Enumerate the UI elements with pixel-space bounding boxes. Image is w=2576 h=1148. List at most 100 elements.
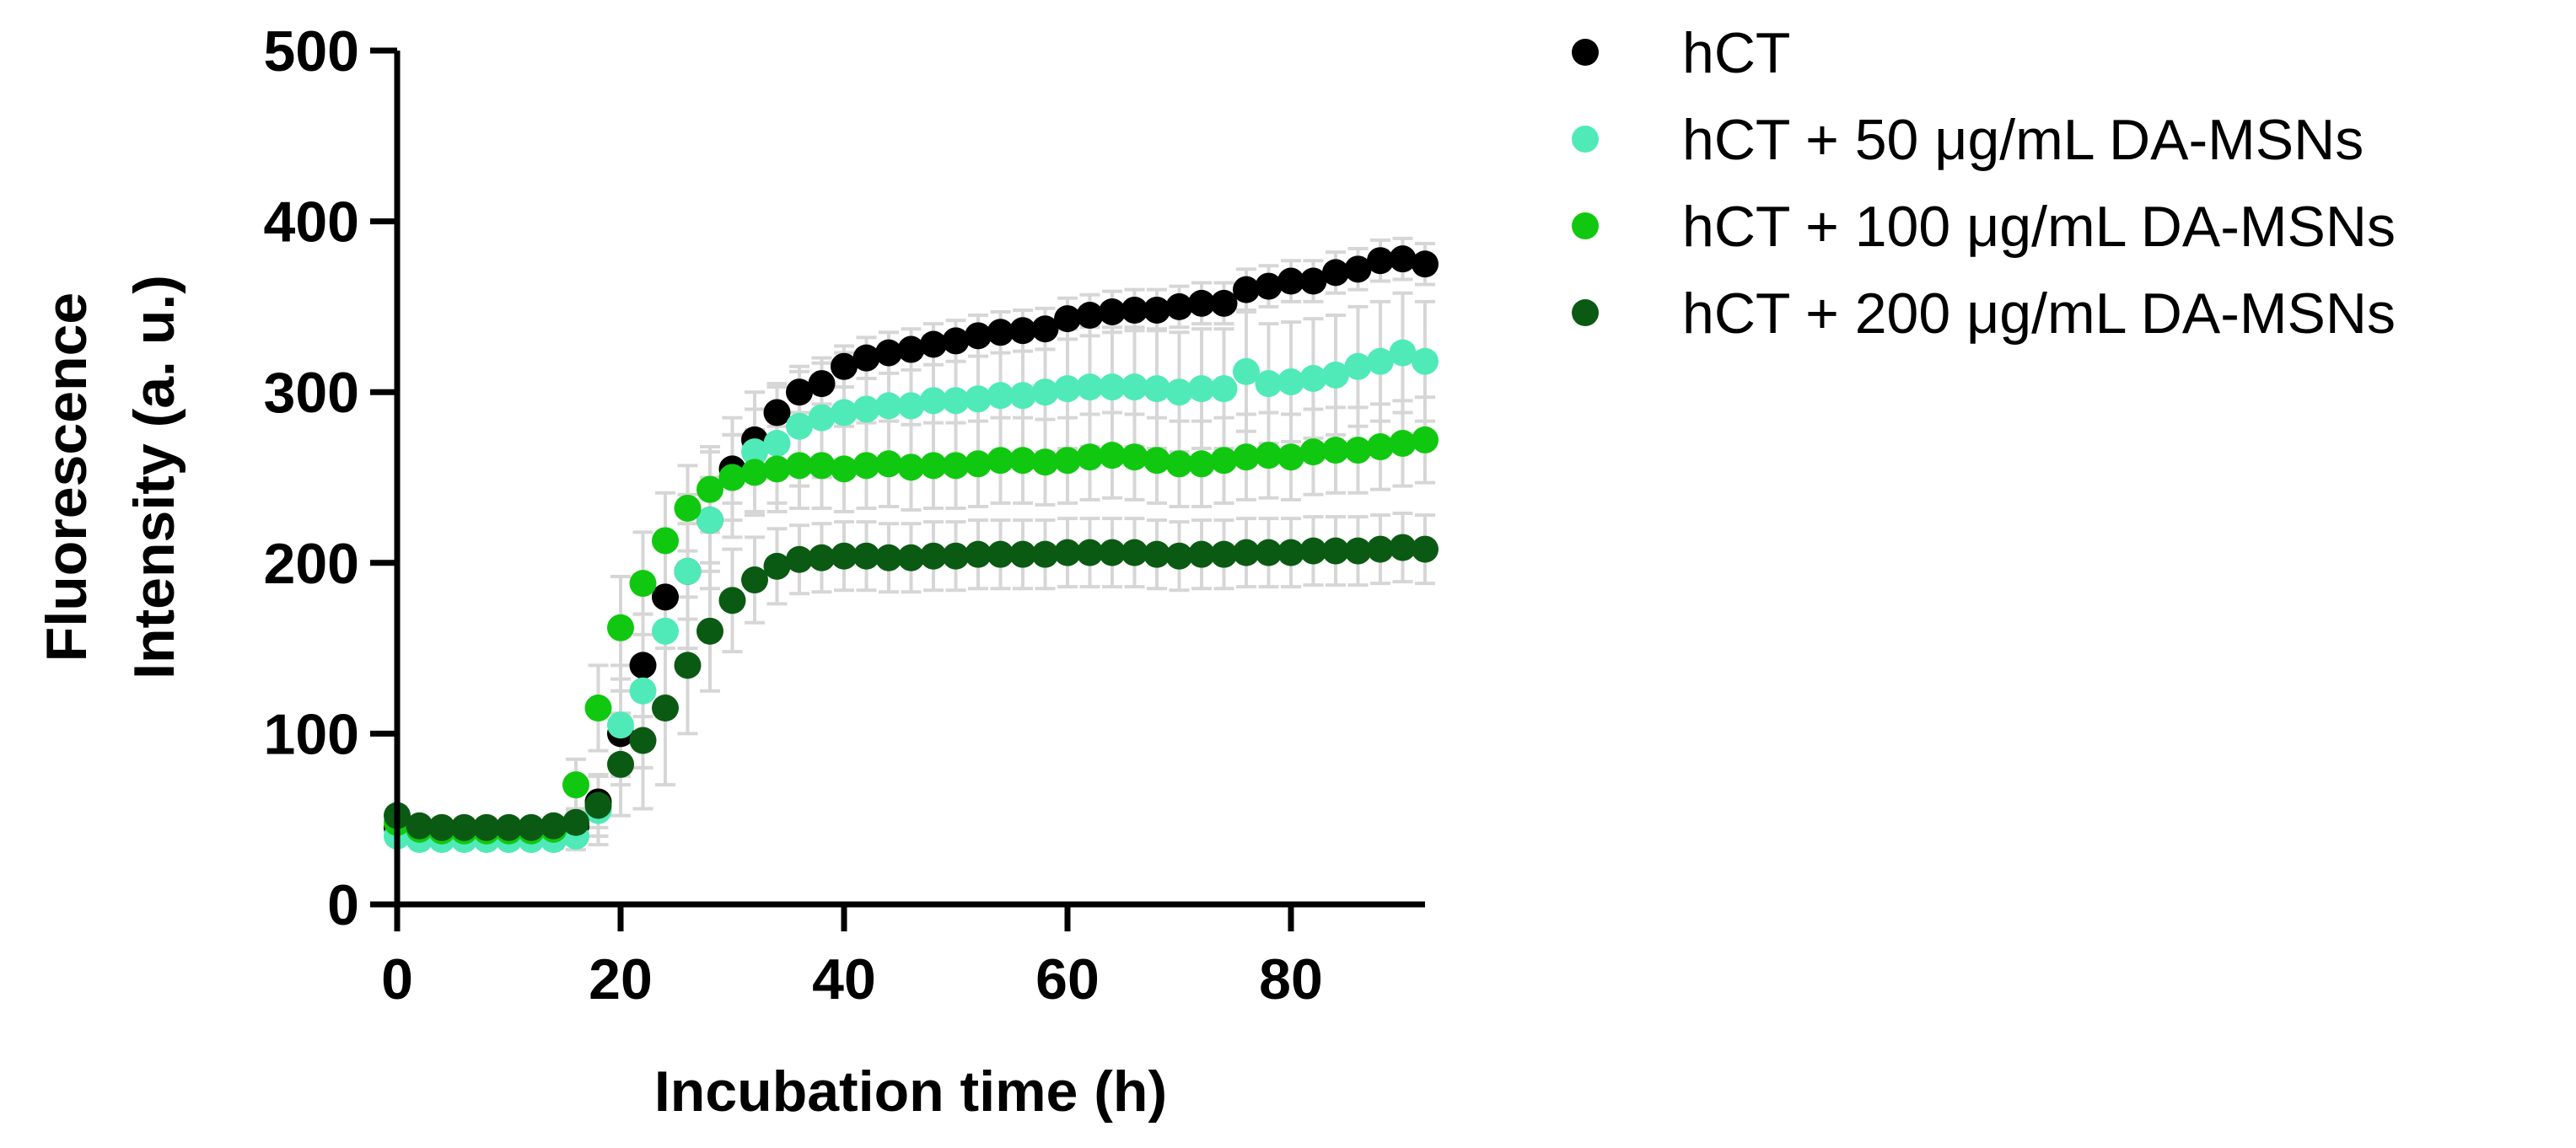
data-point [808, 452, 836, 480]
data-point [1299, 438, 1327, 466]
data-point [786, 378, 813, 406]
data-point [852, 542, 880, 570]
data-point [741, 459, 768, 486]
data-point [1188, 540, 1215, 568]
data-point [831, 399, 858, 426]
data-point [1009, 382, 1036, 410]
data-point [1076, 539, 1104, 566]
data-point [1054, 539, 1081, 566]
data-point [652, 617, 679, 645]
data-point [1031, 378, 1059, 406]
data-point [920, 542, 947, 570]
y-tick-label: 400 [264, 190, 359, 255]
data-point [1009, 317, 1036, 345]
data-point [1412, 347, 1439, 375]
data-point [1076, 443, 1104, 471]
data-point [1277, 539, 1304, 566]
data-point [987, 447, 1014, 475]
data-point [875, 339, 902, 367]
data-point [920, 387, 947, 415]
x-tick-label: 40 [812, 947, 876, 1011]
data-point [1255, 539, 1283, 566]
data-point [1322, 437, 1349, 464]
data-point [1344, 537, 1372, 565]
data-point [1143, 447, 1170, 475]
data-point [1389, 245, 1417, 273]
data-point [875, 392, 902, 420]
data-point [629, 652, 657, 679]
data-point [607, 711, 634, 739]
data-point [1076, 302, 1104, 330]
data-point [1233, 357, 1260, 385]
data-point [1344, 437, 1372, 464]
data-point [1099, 298, 1126, 325]
data-point [1277, 368, 1304, 396]
data-point [1143, 540, 1170, 568]
data-point [1188, 375, 1215, 403]
data-point [718, 464, 746, 491]
y-tick-label: 100 [264, 702, 359, 766]
data-point [965, 450, 992, 478]
data-point [808, 370, 836, 398]
data-point [920, 452, 947, 480]
data-point [674, 494, 702, 522]
legend-marker [1572, 299, 1599, 326]
data-point [1277, 267, 1304, 295]
x-tick-label: 20 [589, 947, 653, 1011]
data-point [1099, 373, 1126, 401]
data-point [831, 352, 858, 380]
y-axis-title-line-1: Fluorescence [35, 292, 99, 662]
data-point [741, 438, 768, 466]
data-point [1121, 373, 1148, 401]
axes [394, 51, 1425, 908]
data-point [674, 652, 702, 679]
data-point [718, 587, 746, 614]
data-point [786, 452, 813, 480]
data-point [1009, 540, 1036, 568]
data-point [1143, 296, 1170, 324]
data-point [607, 614, 634, 641]
data-point [1054, 447, 1081, 475]
data-point [584, 791, 612, 819]
data-point [987, 382, 1014, 410]
data-point [852, 344, 880, 372]
data-point [629, 727, 657, 754]
data-point [584, 695, 612, 722]
data-point [1233, 443, 1260, 471]
data-point [763, 399, 791, 426]
data-point [1389, 339, 1417, 367]
data-point [607, 750, 634, 778]
data-point [495, 813, 523, 841]
data-point [1165, 378, 1193, 406]
legend-label: hCT [1682, 21, 1790, 85]
data-point [1188, 450, 1215, 478]
data-point [1299, 537, 1327, 565]
data-point [1099, 442, 1126, 469]
data-point [987, 540, 1014, 568]
data-point [786, 545, 813, 573]
x-axis-title: Incubation time (h) [654, 1059, 1167, 1124]
data-point [1210, 375, 1238, 403]
data-point [473, 813, 500, 841]
data-point [562, 771, 589, 799]
x-tick-label: 80 [1259, 947, 1323, 1011]
data-point [1344, 255, 1372, 283]
data-point [696, 507, 723, 534]
data-point [1412, 535, 1439, 563]
data-point [965, 540, 992, 568]
data-point [763, 552, 791, 580]
data-point [1121, 296, 1148, 324]
data-point [1188, 289, 1215, 317]
data-point [1031, 448, 1059, 476]
data-point [942, 387, 970, 415]
data-point [1299, 364, 1327, 392]
data-point [1165, 542, 1193, 570]
data-point [897, 335, 925, 363]
data-point [1054, 375, 1081, 403]
data-point [808, 544, 836, 571]
data-point [1233, 539, 1260, 566]
data-point [1143, 375, 1170, 403]
data-point [696, 617, 723, 645]
data-point [1121, 539, 1148, 566]
